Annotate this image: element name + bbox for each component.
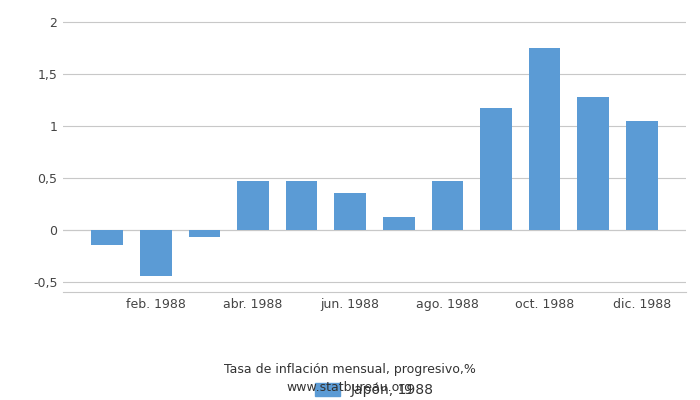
Legend: Japón, 1988: Japón, 1988 bbox=[315, 383, 434, 398]
Bar bbox=[480, 108, 512, 230]
Bar bbox=[91, 230, 123, 245]
Bar bbox=[383, 217, 414, 230]
Bar bbox=[188, 230, 220, 237]
Bar bbox=[432, 181, 463, 230]
Bar bbox=[140, 230, 172, 276]
Bar bbox=[529, 48, 561, 230]
Bar bbox=[237, 181, 269, 230]
Text: Tasa de inflación mensual, progresivo,%: Tasa de inflación mensual, progresivo,% bbox=[224, 364, 476, 376]
Bar bbox=[335, 194, 366, 230]
Bar bbox=[578, 97, 609, 230]
Bar bbox=[626, 121, 658, 230]
Bar bbox=[286, 181, 317, 230]
Text: www.statbureau.org: www.statbureau.org bbox=[287, 382, 413, 394]
